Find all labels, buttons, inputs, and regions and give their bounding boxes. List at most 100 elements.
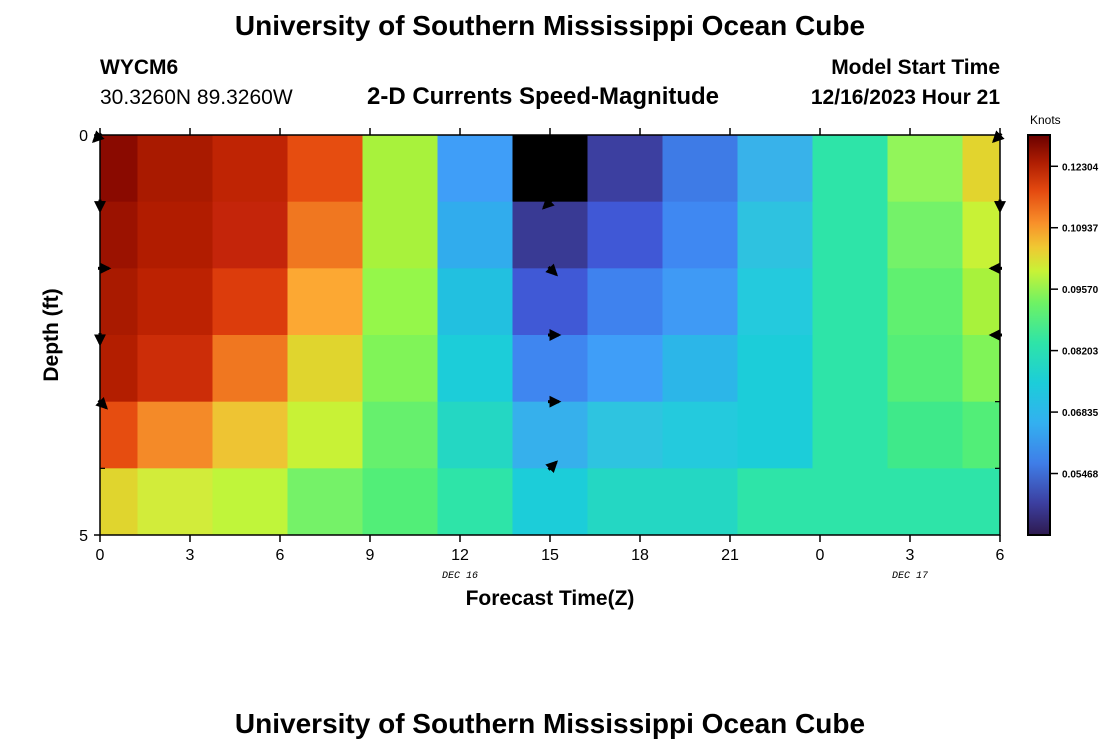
heatmap-cell (362, 268, 438, 336)
x-tick-label: 3 (186, 547, 195, 564)
heatmap-cell (512, 268, 588, 336)
x-tick-label: 15 (541, 547, 559, 564)
colorbar-tick-label: 0.08203 (1062, 347, 1099, 358)
x-axis-ticks: 0 3 6 9 12 15 18 21 0 3 6 DEC 16 DEC 17 (96, 128, 1005, 582)
heatmap-cell (962, 201, 1001, 269)
heatmap-cell (437, 268, 513, 336)
heatmap-cell (287, 268, 363, 336)
heatmap-cell (962, 401, 1001, 469)
heatmap-cell (362, 135, 438, 203)
heatmap-cell (100, 468, 138, 536)
heatmap-cell (100, 135, 138, 203)
heatmap-cell (887, 201, 963, 269)
heatmap-cell (962, 135, 1001, 203)
heatmap-cell (287, 201, 363, 269)
x-tick-label: 18 (631, 547, 649, 564)
heatmap-cell (437, 201, 513, 269)
heatmap-cell (662, 401, 738, 469)
heatmap-cell (287, 401, 363, 469)
page-title: University of Southern Mississippi Ocean… (234, 10, 866, 41)
heatmap-cell (512, 468, 588, 536)
heatmap-cell (812, 468, 888, 536)
x-tick-label: 6 (996, 547, 1005, 564)
heatmap-cell (587, 201, 663, 269)
heatmap-cell (212, 335, 288, 403)
heatmap-cell (737, 135, 813, 203)
x-tick-label: 9 (366, 547, 375, 564)
y-axis-ticks: 05 (79, 128, 1000, 545)
heatmap-cell (737, 201, 813, 269)
heatmap-cell (812, 201, 888, 269)
heatmap-cell (737, 268, 813, 336)
heatmap-cell (587, 468, 663, 536)
page-title-repeat: University of Southern Mississippi Ocean… (234, 708, 866, 739)
heatmap-cell (662, 268, 738, 336)
heatmap-cell (100, 335, 138, 403)
current-vector-arrow (542, 196, 555, 210)
x-tick-label: 6 (276, 547, 285, 564)
heatmap-cell (137, 201, 213, 269)
current-vector-arrow (545, 460, 558, 474)
heatmap-cell (362, 468, 438, 536)
heatmap-cell (962, 468, 1001, 536)
colorbar-ticks: 0.12304 0.10937 0.09570 0.08203 0.06835 0.054… (1050, 162, 1099, 481)
heatmap-cell (137, 401, 213, 469)
x-tick-label: 3 (906, 547, 915, 564)
x-axis-label: Forecast Time(Z) (466, 587, 635, 610)
heatmap-cell (512, 401, 588, 469)
heatmap-cell (100, 201, 138, 269)
heatmap-cell (812, 268, 888, 336)
heatmap-cell (512, 201, 588, 269)
colorbar-tick-label: 0.05468 (1062, 470, 1099, 481)
x-tick-label: 0 (816, 547, 825, 564)
heatmap-cell (512, 335, 588, 403)
heatmap-cell (362, 335, 438, 403)
x-date-label: DEC 16 (442, 571, 478, 582)
heatmap-cell (887, 268, 963, 336)
heatmap-cell (512, 135, 588, 203)
heatmap-cell (100, 268, 138, 336)
colorbar-tick-label: 0.10937 (1062, 224, 1099, 235)
heatmap-cell (887, 468, 963, 536)
heatmap-cell (812, 401, 888, 469)
heatmap-cell (812, 335, 888, 403)
x-tick-label: 0 (96, 547, 105, 564)
x-tick-label: 12 (451, 547, 469, 564)
heatmap-cell (887, 135, 963, 203)
heatmap-cell (437, 335, 513, 403)
station-coords: 30.3260N 89.3260W (100, 86, 293, 109)
heatmap-cell (137, 268, 213, 336)
heatmap-cell (437, 135, 513, 203)
heatmap-cell (587, 135, 663, 203)
heatmap-cell (100, 401, 138, 469)
heatmap-cell (437, 468, 513, 536)
heatmap-cell (587, 268, 663, 336)
heatmap-cell (662, 201, 738, 269)
heatmap-cell (587, 401, 663, 469)
heatmap-cells (100, 135, 1001, 536)
chart-subtitle: 2-D Currents Speed-Magnitude (367, 83, 720, 110)
heatmap-cell (812, 135, 888, 203)
x-tick-label: 21 (721, 547, 739, 564)
heatmap-cell (737, 335, 813, 403)
heatmap-cell (362, 201, 438, 269)
heatmap-cell (662, 335, 738, 403)
heatmap-cell (212, 268, 288, 336)
heatmap-cell (737, 401, 813, 469)
heatmap-cell (662, 135, 738, 203)
heatmap-cell (137, 135, 213, 203)
heatmap-cell (287, 335, 363, 403)
y-tick-label: 0 (79, 128, 88, 145)
heatmap-cell (887, 401, 963, 469)
model-start-value: 12/16/2023 Hour 21 (810, 86, 1000, 109)
heatmap-cell (587, 335, 663, 403)
colorbar-unit: Knots (1030, 113, 1061, 127)
x-date-label: DEC 17 (892, 571, 928, 582)
heatmap-cell (137, 335, 213, 403)
model-start-label: Model Start Time (831, 56, 1000, 79)
colorbar-tick-label: 0.12304 (1062, 162, 1099, 173)
colorbar-tick-label: 0.06835 (1062, 408, 1099, 419)
colorbar (1027, 134, 1051, 536)
heatmap-cell (662, 468, 738, 536)
